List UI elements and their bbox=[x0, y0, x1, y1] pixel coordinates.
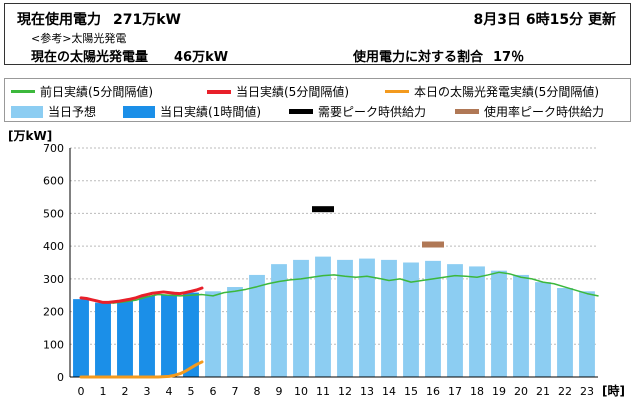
peak-demand-marker bbox=[312, 206, 334, 213]
legend-solar-swatch bbox=[385, 90, 409, 93]
forecast-bar bbox=[491, 270, 507, 377]
x-tick-label: 19 bbox=[492, 385, 506, 398]
x-tick-label: 11 bbox=[316, 385, 330, 398]
forecast-bar bbox=[381, 259, 397, 377]
legend-peak-demand-swatch bbox=[289, 109, 313, 114]
legend-peak-demand: 需要ピーク時供給力 bbox=[289, 103, 426, 120]
x-tick-label: 9 bbox=[276, 385, 283, 398]
y-tick-label: 600 bbox=[43, 175, 64, 188]
x-tick-label: 4 bbox=[166, 385, 173, 398]
forecast-bar bbox=[359, 258, 375, 377]
legend-peak-rate-label: 使用率ピーク時供給力 bbox=[484, 105, 605, 119]
forecast-bar bbox=[315, 256, 331, 377]
status-header: 現在使用電力 271万kW 8月3日 6時15分 更新 <参考>太陽光発電 現在の… bbox=[4, 3, 631, 65]
x-tick-label: 13 bbox=[360, 385, 374, 398]
x-tick-label: 16 bbox=[426, 385, 440, 398]
legend-today-5min-label: 当日実績(5分間隔値) bbox=[236, 85, 349, 99]
forecast-bar bbox=[293, 259, 309, 377]
y-tick-label: 700 bbox=[43, 142, 64, 155]
x-tick-label: 21 bbox=[536, 385, 550, 398]
x-tick-label: 5 bbox=[188, 385, 195, 398]
chart-legend: 前日実績(5分間隔値) 当日実績(5分間隔値) 本日の太陽光発電実績(5分間隔値… bbox=[4, 78, 631, 122]
actual-hourly-bar bbox=[95, 303, 111, 377]
y-tick-label: 400 bbox=[43, 240, 64, 253]
current-usage: 現在使用電力 271万kW bbox=[17, 9, 181, 29]
x-tick-label: 2 bbox=[122, 385, 129, 398]
solar-output-value: 46万kW bbox=[174, 50, 229, 65]
forecast-bar bbox=[403, 262, 419, 377]
x-axis-label: [時] bbox=[602, 383, 625, 398]
solar-output-label: 現在の太陽光発電量 bbox=[31, 50, 149, 65]
forecast-bar bbox=[205, 291, 221, 377]
legend-forecast: 当日予想 bbox=[11, 103, 96, 120]
x-tick-label: 0 bbox=[78, 385, 85, 398]
prev-day-line bbox=[80, 271, 599, 304]
x-tick-label: 7 bbox=[232, 385, 239, 398]
legend-prev-day-swatch bbox=[11, 90, 35, 93]
x-tick-label: 12 bbox=[338, 385, 352, 398]
x-tick-label: 8 bbox=[254, 385, 261, 398]
forecast-bar bbox=[447, 264, 463, 377]
legend-forecast-label: 当日予想 bbox=[48, 105, 97, 119]
forecast-bar bbox=[337, 259, 353, 377]
x-tick-label: 14 bbox=[382, 385, 396, 398]
actual-hourly-bar bbox=[117, 301, 133, 377]
legend-today-5min-swatch bbox=[207, 89, 231, 94]
legend-peak-rate-swatch bbox=[455, 109, 479, 114]
legend-peak-demand-label: 需要ピーク時供給力 bbox=[318, 105, 427, 119]
x-tick-label: 23 bbox=[580, 385, 594, 398]
x-tick-label: 22 bbox=[558, 385, 572, 398]
legend-today-hourly-swatch bbox=[123, 105, 155, 118]
y-tick-label: 500 bbox=[43, 207, 64, 220]
legend-peak-rate: 使用率ピーク時供給力 bbox=[455, 103, 604, 120]
x-tick-label: 6 bbox=[210, 385, 217, 398]
y-axis-label: [万kW] bbox=[8, 129, 52, 143]
actual-hourly-bar bbox=[161, 294, 177, 377]
current-usage-label: 現在使用電力 bbox=[17, 12, 101, 28]
legend-prev-day-label: 前日実績(5分間隔値) bbox=[40, 85, 153, 99]
peak-rate-marker bbox=[422, 241, 444, 248]
solar-ratio-label: 使用電力に対する割合 bbox=[353, 50, 484, 65]
x-tick-label: 3 bbox=[144, 385, 151, 398]
x-tick-label: 20 bbox=[514, 385, 528, 398]
forecast-bar bbox=[249, 274, 265, 377]
y-tick-label: 300 bbox=[43, 273, 64, 286]
legend-today-5min: 当日実績(5分間隔値) bbox=[207, 83, 349, 100]
x-tick-label: 18 bbox=[470, 385, 484, 398]
forecast-bar bbox=[227, 287, 243, 377]
solar-output: 現在の太陽光発電量 46万kW bbox=[31, 46, 228, 65]
actual-hourly-bar bbox=[183, 292, 199, 377]
x-tick-label: 17 bbox=[448, 385, 462, 398]
y-tick-label: 0 bbox=[57, 371, 64, 384]
updated-time: 8月3日 6時15分 更新 bbox=[473, 12, 616, 28]
current-usage-value: 271万kW bbox=[113, 12, 181, 28]
x-tick-label: 10 bbox=[294, 385, 308, 398]
legend-today-hourly: 当日実績(1時間値) bbox=[123, 103, 261, 120]
today-5min-line bbox=[79, 286, 204, 304]
solar-line bbox=[79, 360, 204, 379]
actual-hourly-bar bbox=[139, 295, 155, 377]
forecast-bar bbox=[469, 266, 485, 377]
forecast-bar bbox=[513, 274, 529, 377]
y-tick-label: 200 bbox=[43, 306, 64, 319]
reference-label: <参考>太陽光発電 bbox=[31, 32, 127, 45]
solar-ratio: 使用電力に対する割合 17％ bbox=[353, 46, 524, 65]
solar-ratio-value: 17％ bbox=[493, 50, 525, 65]
forecast-bar bbox=[425, 260, 441, 377]
legend-solar: 本日の太陽光発電実績(5分間隔値) bbox=[385, 83, 599, 100]
forecast-bar bbox=[271, 264, 287, 377]
legend-forecast-swatch bbox=[11, 105, 43, 118]
forecast-bar bbox=[579, 291, 595, 377]
forecast-bar bbox=[557, 288, 573, 377]
y-tick-label: 100 bbox=[43, 338, 64, 351]
x-tick-label: 15 bbox=[404, 385, 418, 398]
actual-hourly-bar bbox=[73, 299, 89, 377]
forecast-bar bbox=[535, 282, 551, 377]
legend-solar-label: 本日の太陽光発電実績(5分間隔値) bbox=[414, 85, 599, 99]
legend-prev-day: 前日実績(5分間隔値) bbox=[11, 83, 153, 100]
legend-today-hourly-label: 当日実績(1時間値) bbox=[160, 105, 261, 119]
x-tick-label: 1 bbox=[100, 385, 107, 398]
